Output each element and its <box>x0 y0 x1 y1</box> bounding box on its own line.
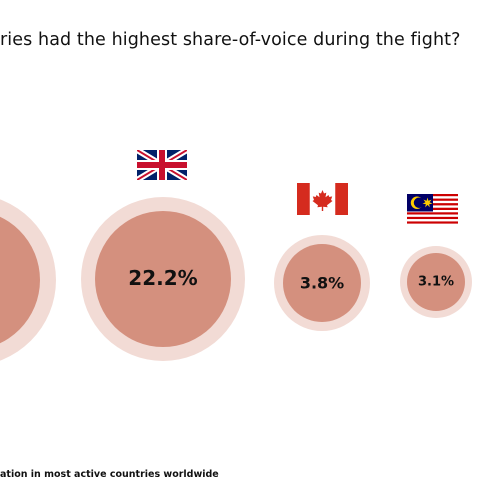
bubble-canada: 3.8% <box>274 235 370 331</box>
bubble-canada-label: 3.8% <box>300 274 344 293</box>
bubble-malaysia-label: 3.1% <box>418 275 454 290</box>
bubble-canada-core <box>283 244 361 322</box>
malaysia-flag-stripe <box>407 214 458 217</box>
chart-footnote: ation in most active countries worldwide <box>0 469 219 480</box>
malaysia-flag-stripe <box>407 219 458 222</box>
malaysia-flag-stripe <box>407 223 458 227</box>
malaysia-flag-stripe <box>407 212 458 215</box>
bubble-cutoff: % <box>0 199 56 361</box>
bubble-uk: 22.2% <box>81 197 245 361</box>
malaysia-flag-stripe <box>407 216 458 220</box>
uk-flag-icon <box>137 150 187 180</box>
malaysia-flag-stripe <box>407 221 458 224</box>
malaysia-flag-icon <box>407 194 458 227</box>
bubble-uk-core <box>95 211 231 347</box>
bubble-malaysia-core <box>407 253 465 311</box>
chart-title: ries had the highest share-of-voice duri… <box>0 30 461 50</box>
canada-flag-icon <box>297 183 348 215</box>
bubble-uk-label: 22.2% <box>128 266 197 290</box>
bubble-malaysia: 3.1% <box>400 246 472 318</box>
bubble-cutoff-core <box>0 216 40 344</box>
